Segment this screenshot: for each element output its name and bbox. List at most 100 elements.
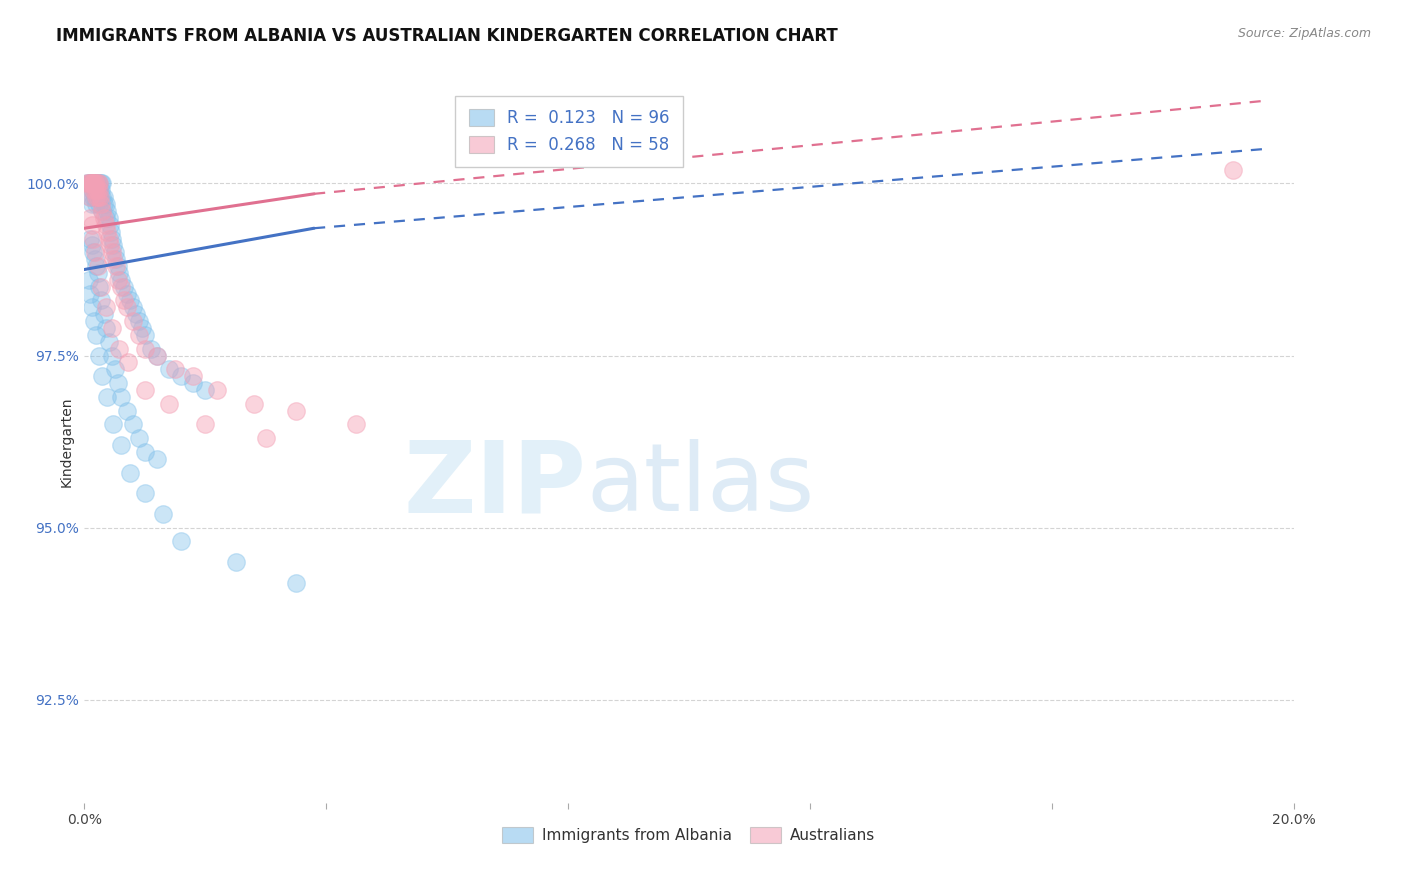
Point [90,183,112,197]
Point [242,397,264,411]
Point [84,190,107,204]
Point [118,466,141,480]
Point [139,342,162,356]
Point [152,507,174,521]
Point [90,197,112,211]
Point [90,279,112,293]
Point [82,177,104,191]
Point [96,225,118,239]
Point [84,177,107,191]
Point [131,321,153,335]
Point [94,197,117,211]
Point [93,211,115,225]
Point [82,245,104,260]
Point [77,273,100,287]
Point [101,231,124,245]
Point [121,301,143,315]
Y-axis label: Kindergarten: Kindergarten [59,396,73,487]
Point [86,259,108,273]
Point [134,342,156,356]
Point [104,259,127,273]
Point [104,252,127,267]
Legend: Immigrants from Albania, Australians: Immigrants from Albania, Australians [496,822,882,849]
Point [194,383,217,397]
Point [89,349,111,363]
Point [82,177,104,191]
Point [225,555,247,569]
Point [170,369,193,384]
Point [170,534,193,549]
Point [97,334,120,349]
Point [82,190,104,204]
Point [80,218,103,232]
Point [77,177,100,191]
Text: IMMIGRANTS FROM ALBANIA VS AUSTRALIAN KINDERGARTEN CORRELATION CHART: IMMIGRANTS FROM ALBANIA VS AUSTRALIAN KI… [56,27,838,45]
Point [91,204,114,219]
Point [86,177,108,191]
Point [103,252,125,267]
Point [84,190,107,204]
Point [134,445,156,459]
Point [82,183,104,197]
Point [134,486,156,500]
Point [96,204,118,219]
Point [115,301,138,315]
Point [86,259,108,273]
Point [89,177,111,191]
Point [128,431,150,445]
Point [87,190,110,204]
Point [112,279,135,293]
Point [89,190,111,204]
Point [115,286,138,301]
Point [79,177,101,191]
Point [181,369,204,384]
Point [83,183,105,197]
Point [157,362,180,376]
Point [207,383,229,397]
Point [110,390,132,404]
Point [90,177,112,191]
Point [110,438,132,452]
Point [97,231,120,245]
Point [94,321,117,335]
Point [84,245,107,260]
Point [134,327,156,342]
Point [128,314,150,328]
Point [100,321,122,335]
Point [82,177,104,191]
Point [91,204,114,219]
Point [76,177,98,191]
Point [93,307,115,321]
Point [86,177,108,191]
Point [1222,162,1244,177]
Point [285,403,308,417]
Point [80,177,103,191]
Point [84,252,107,267]
Point [165,362,187,376]
Point [146,349,169,363]
Point [80,177,103,191]
Point [82,301,104,315]
Point [82,177,104,191]
Point [76,177,98,191]
Point [77,177,100,191]
Point [82,197,104,211]
Point [79,211,101,225]
Point [91,190,114,204]
Point [121,417,143,432]
Point [82,231,104,245]
Point [96,390,118,404]
Point [79,231,101,245]
Point [110,273,132,287]
Point [146,451,169,466]
Point [80,183,103,197]
Point [79,190,101,204]
Point [93,190,115,204]
Point [181,376,204,390]
Point [254,431,277,445]
Point [104,362,127,376]
Point [79,190,101,204]
Text: atlas: atlas [586,439,814,531]
Point [89,279,111,293]
Point [90,293,112,308]
